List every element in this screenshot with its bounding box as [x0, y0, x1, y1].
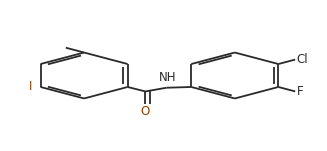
Text: O: O [141, 105, 150, 118]
Text: Cl: Cl [297, 53, 308, 66]
Text: F: F [297, 85, 303, 98]
Text: I: I [29, 80, 32, 93]
Text: NH: NH [159, 71, 177, 84]
